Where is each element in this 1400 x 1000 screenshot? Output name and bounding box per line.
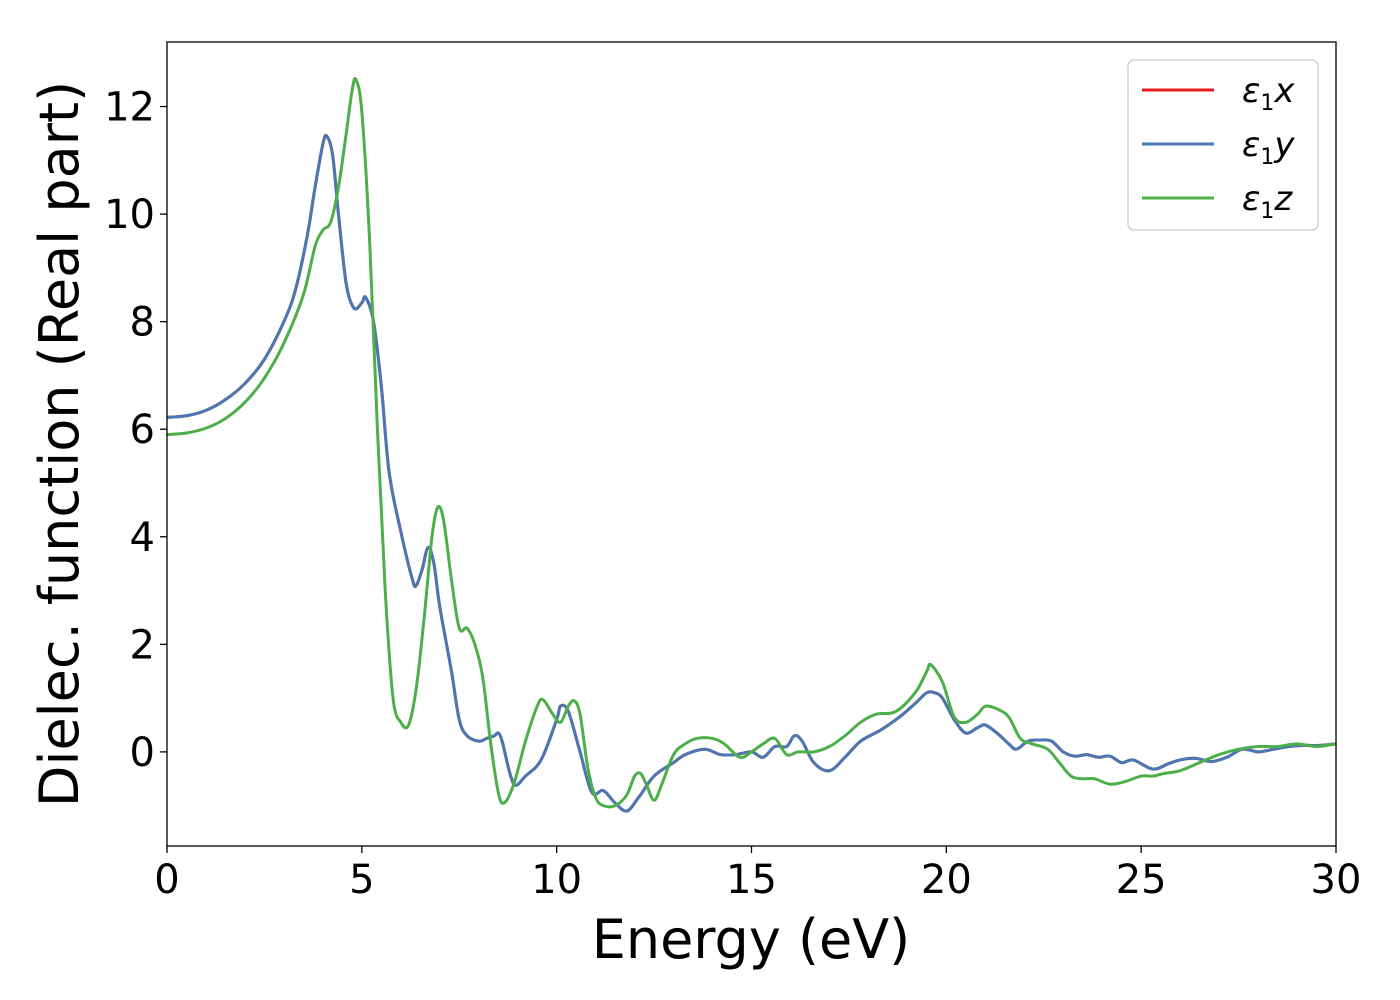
y-tick-label: 10: [104, 192, 155, 238]
x-tick-label: 30: [1311, 857, 1362, 903]
x-tick-label: 10: [531, 857, 582, 903]
y-tick-label: 12: [104, 85, 155, 131]
x-axis-label: Energy (eV): [592, 908, 911, 971]
legend-label-x: ε1x: [1242, 71, 1295, 116]
legend-label-y: ε1y: [1242, 125, 1295, 170]
x-tick-label: 5: [349, 857, 374, 903]
y-tick-label: 6: [130, 407, 155, 453]
x-tick-label: 25: [1116, 857, 1167, 903]
y-tick-label: 4: [130, 515, 155, 561]
legend-box: [1127, 59, 1319, 231]
y-tick-label: 2: [130, 622, 155, 668]
y-tick-label: 8: [130, 300, 155, 346]
x-tick-label: 15: [726, 857, 777, 903]
y-tick-label: 0: [130, 730, 155, 776]
legend: ε1x ε1y ε1z: [1127, 59, 1319, 231]
legend-label-z: ε1z: [1242, 179, 1293, 224]
x-axis: 0 5 10 15 20 25 30: [154, 846, 1361, 903]
series-line-z: [167, 77, 1336, 809]
x-tick-label: 20: [921, 857, 972, 903]
series-lines: [167, 77, 1336, 813]
y-axis-label: Dielec. function (Real part): [28, 81, 91, 807]
x-tick-label: 0: [154, 857, 179, 903]
y-axis: 0 2 4 6 8 10 12: [104, 85, 167, 776]
